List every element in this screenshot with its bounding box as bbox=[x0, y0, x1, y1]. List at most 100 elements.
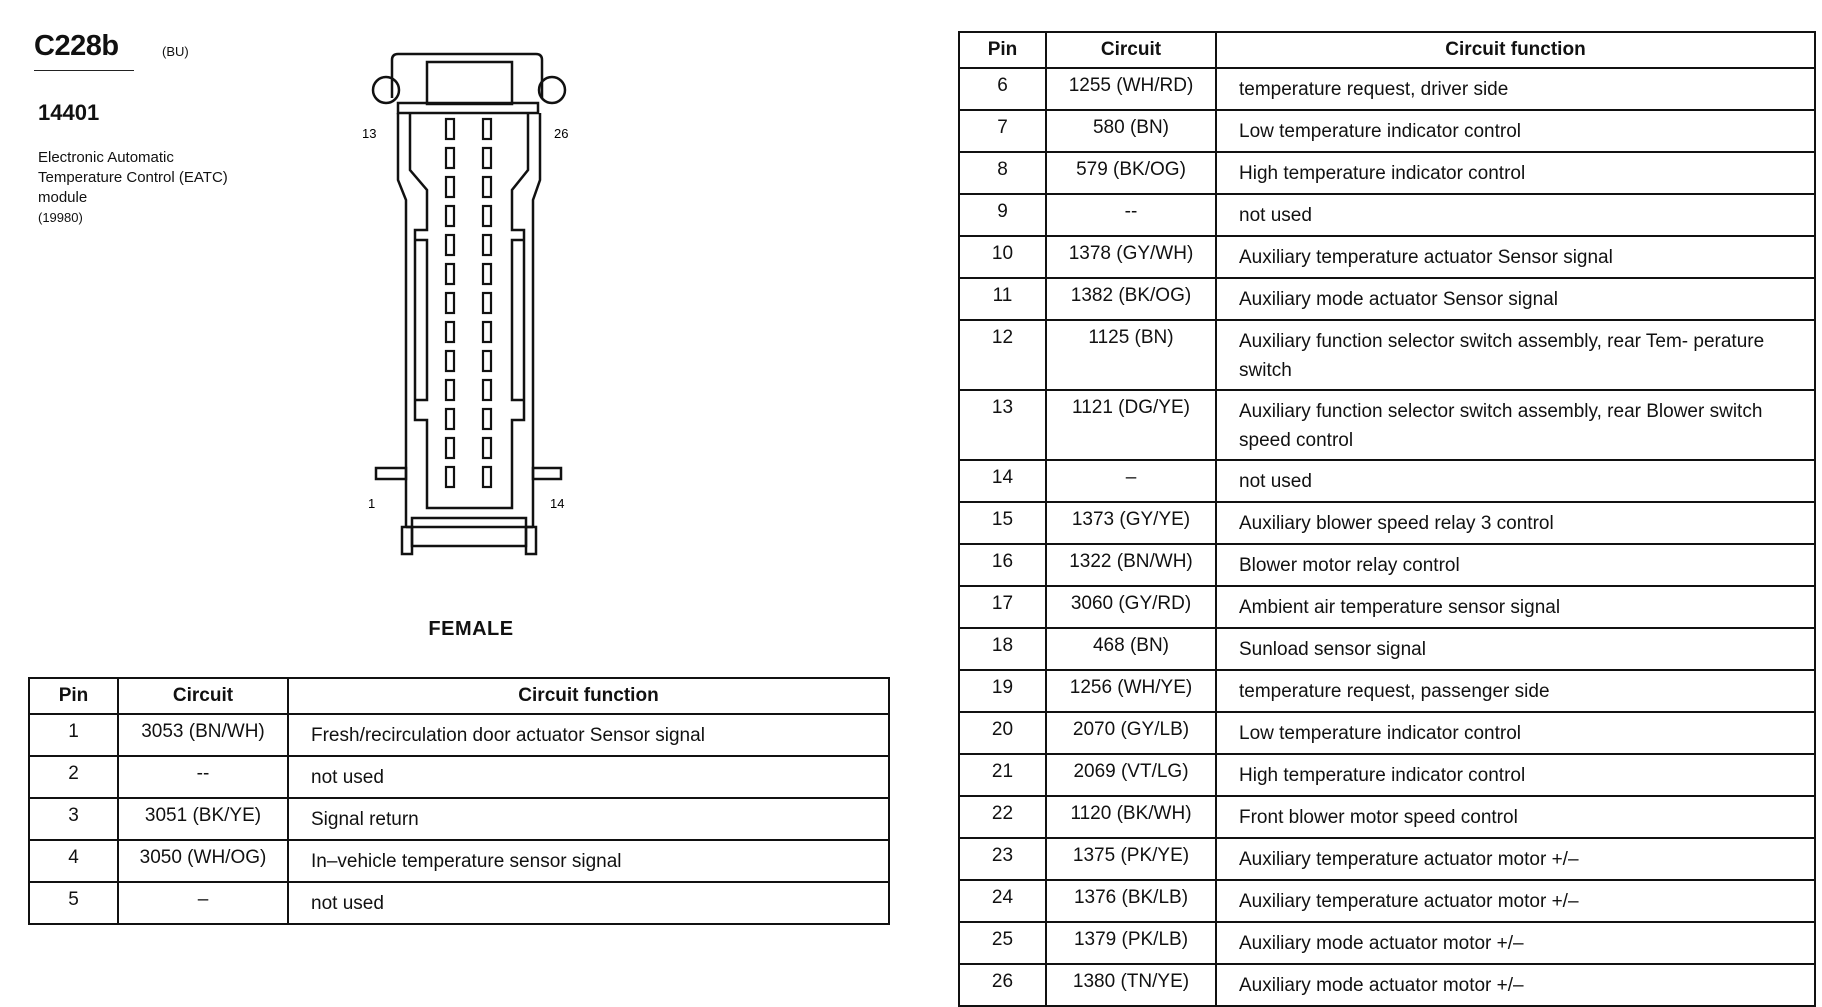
pin-cavity bbox=[481, 175, 493, 199]
top-cap bbox=[425, 60, 514, 106]
pin-cell: 1 bbox=[28, 713, 119, 757]
pin-cell: 17 bbox=[958, 585, 1047, 629]
pin-cell: 23 bbox=[958, 837, 1047, 881]
pin-cell: 12 bbox=[958, 319, 1047, 391]
connector-shell bbox=[390, 52, 544, 98]
function-cell: Ambient air temperature sensor signal bbox=[1215, 585, 1816, 629]
table-row: 11 1382 (BK/OG) Auxiliary mode actuator Se… bbox=[958, 277, 1816, 321]
pin-cavity bbox=[481, 117, 493, 141]
function-cell: Auxiliary mode actuator motor +/– bbox=[1215, 921, 1816, 965]
pin-label-14: 14 bbox=[550, 496, 564, 511]
bottom-latch bbox=[410, 516, 528, 548]
pin-grid bbox=[444, 117, 493, 489]
side-rails bbox=[415, 238, 524, 402]
function-cell: Auxiliary temperature actuator motor +/– bbox=[1215, 837, 1816, 881]
pin-cell: 2 bbox=[28, 755, 119, 799]
circuit-cell: 1255 (WH/RD) bbox=[1045, 67, 1217, 111]
table-row: 24 1376 (BK/LB) Auxiliary temperature actu… bbox=[958, 879, 1816, 923]
function-cell: High temperature indicator control bbox=[1215, 753, 1816, 797]
pin-cavity bbox=[444, 291, 456, 315]
function-cell: Front blower motor speed control bbox=[1215, 795, 1816, 839]
table-row: 15 1373 (GY/YE) Auxiliary blower speed rel… bbox=[958, 501, 1816, 545]
function-cell: Low temperature indicator control bbox=[1215, 711, 1816, 755]
circuit-cell: 2069 (VT/LG) bbox=[1045, 753, 1217, 797]
circuit-cell: 3060 (GY/RD) bbox=[1045, 585, 1217, 629]
pin-cell: 19 bbox=[958, 669, 1047, 713]
table-row: 10 1378 (GY/WH) Auxiliary temperature actu… bbox=[958, 235, 1816, 279]
top-bar bbox=[396, 101, 540, 115]
pin-cell: 7 bbox=[958, 109, 1047, 153]
table-row: 22 1120 (BK/WH) Front blower motor speed c… bbox=[958, 795, 1816, 839]
pin-cavity bbox=[444, 407, 456, 431]
description-text: Electronic Automatic Temperature Control… bbox=[38, 149, 228, 206]
left-ear bbox=[371, 75, 401, 105]
circuit-cell: – bbox=[117, 881, 289, 925]
table-row: 9 -- not used bbox=[958, 193, 1816, 237]
pin-cavity bbox=[444, 262, 456, 286]
pin-cavity bbox=[481, 378, 493, 402]
function-cell: Fresh/recirculation door actuator Sensor… bbox=[287, 713, 890, 757]
pin-cell: 9 bbox=[958, 193, 1047, 237]
table-row: 4 3050 (WH/OG) In–vehicle temperature sens… bbox=[28, 839, 890, 883]
pin-cell: 4 bbox=[28, 839, 119, 883]
pin-cell: 13 bbox=[958, 389, 1047, 461]
pin-cavity bbox=[444, 204, 456, 228]
pin-cavity bbox=[481, 146, 493, 170]
pin-cavity bbox=[444, 146, 456, 170]
table-row: 18 468 (BN) Sunload sensor signal bbox=[958, 627, 1816, 671]
pin-cavity bbox=[481, 320, 493, 344]
pin-cell: 5 bbox=[28, 881, 119, 925]
function-cell: not used bbox=[1215, 193, 1816, 237]
description-code: (19980) bbox=[38, 210, 83, 225]
circuit-cell: 1256 (WH/YE) bbox=[1045, 669, 1217, 713]
table-row: 16 1322 (BN/WH) Blower motor relay control bbox=[958, 543, 1816, 587]
circuit-cell: 468 (BN) bbox=[1045, 627, 1217, 671]
pin-cavity bbox=[481, 291, 493, 315]
function-cell: Auxiliary function selector switch assem… bbox=[1215, 389, 1816, 461]
function-cell: not used bbox=[287, 755, 890, 799]
pin-cell: 22 bbox=[958, 795, 1047, 839]
function-cell: not used bbox=[287, 881, 890, 925]
left-tab bbox=[374, 466, 408, 481]
col-header-function: Circuit function bbox=[1215, 31, 1816, 69]
pin-cavity bbox=[444, 436, 456, 460]
pin-cell: 6 bbox=[958, 67, 1047, 111]
circuit-cell: 1322 (BN/WH) bbox=[1045, 543, 1217, 587]
connector-color: (BU) bbox=[162, 44, 189, 59]
pin-cell: 16 bbox=[958, 543, 1047, 587]
function-cell: Auxiliary temperature actuator Sensor si… bbox=[1215, 235, 1816, 279]
col-header-function: Circuit function bbox=[287, 677, 890, 715]
col-header-circuit: Circuit bbox=[117, 677, 289, 715]
function-cell: temperature request, driver side bbox=[1215, 67, 1816, 111]
table-row: 5– not used bbox=[28, 881, 890, 925]
circuit-cell: 3051 (BK/YE) bbox=[117, 797, 289, 841]
pin-cell: 26 bbox=[958, 963, 1047, 1007]
right-tab bbox=[531, 466, 563, 481]
function-cell: not used bbox=[1215, 459, 1816, 503]
function-cell: Auxiliary blower speed relay 3 control bbox=[1215, 501, 1816, 545]
pin-cavity bbox=[481, 349, 493, 373]
table-row: 1 3053 (BN/WH) Fresh/recirculation door ac… bbox=[28, 713, 890, 757]
pin-cavity bbox=[481, 204, 493, 228]
circuit-cell: -- bbox=[117, 755, 289, 799]
function-cell: Auxiliary function selector switch assem… bbox=[1215, 319, 1816, 391]
pin-table-left: Pin Circuit Circuit function 1 3053 (BN/W… bbox=[28, 677, 890, 925]
col-header-pin: Pin bbox=[958, 31, 1047, 69]
circuit-cell: – bbox=[1045, 459, 1217, 503]
table-row: 26 1380 (TN/YE) Auxiliary mode actuator mo… bbox=[958, 963, 1816, 1007]
function-cell: Blower motor relay control bbox=[1215, 543, 1816, 587]
circuit-cell: 579 (BK/OG) bbox=[1045, 151, 1217, 195]
circuit-cell: 1373 (GY/YE) bbox=[1045, 501, 1217, 545]
table-row: 12 1125 (BN) Auxiliary function selector s… bbox=[958, 319, 1816, 391]
connector-gender: FEMALE bbox=[428, 618, 514, 640]
function-cell: Auxiliary mode actuator Sensor signal bbox=[1215, 277, 1816, 321]
pin-cell: 8 bbox=[958, 151, 1047, 195]
table-row: 19 1256 (WH/YE) temperature request, passe… bbox=[958, 669, 1816, 713]
circuit-cell: 580 (BN) bbox=[1045, 109, 1217, 153]
circuit-cell: 2070 (GY/LB) bbox=[1045, 711, 1217, 755]
table-row: 23 1375 (PK/YE) Auxiliary temperature actu… bbox=[958, 837, 1816, 881]
left-latch-foot bbox=[400, 525, 414, 556]
pin-cavity bbox=[481, 436, 493, 460]
circuit-cell: 1120 (BK/WH) bbox=[1045, 795, 1217, 839]
function-cell: Auxiliary temperature actuator motor +/– bbox=[1215, 879, 1816, 923]
